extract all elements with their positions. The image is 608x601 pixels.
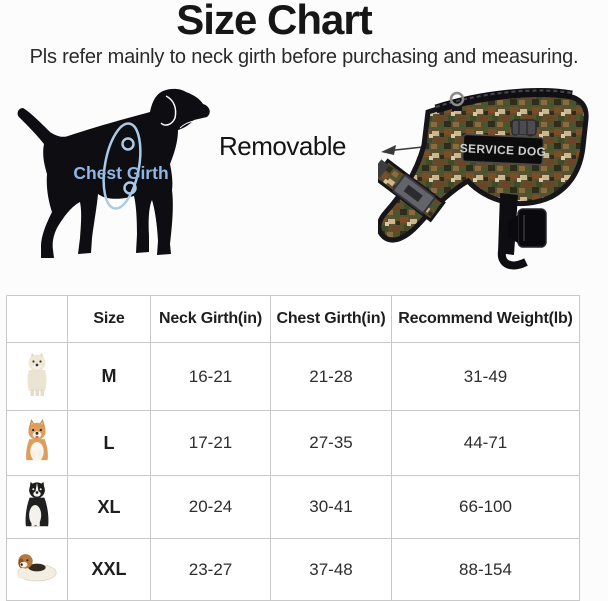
page-subtitle: Pls refer mainly to neck girth before pu…: [29, 46, 579, 68]
table-row: XL 20-24 30-41 66-100: [6, 475, 580, 539]
tape-measure-loop: [102, 122, 142, 210]
dog-photo-cell: [6, 342, 68, 411]
header-size: Size: [67, 295, 151, 343]
harness-body: [378, 91, 589, 243]
chest-girth-label: Chest Girth: [73, 163, 168, 183]
d-ring-icon: [449, 91, 465, 107]
corgi-icon: [26, 418, 48, 461]
table-row: XXL 23-27 37-48 88-154: [6, 538, 580, 601]
neck-girth-cell: 16-21: [150, 342, 271, 411]
recommend-weight-cell: 66-100: [391, 475, 580, 539]
border-collie-icon: [25, 481, 49, 526]
tape-end-bottom: [123, 181, 137, 195]
chest-girth-cell: 21-28: [270, 342, 392, 411]
removable-label: Removable: [219, 131, 347, 161]
size-cell: M: [67, 342, 151, 411]
recommend-weight-cell: 44-71: [391, 410, 580, 476]
service-dog-patch-text: SERVICE DOG: [459, 141, 546, 159]
dog-silhouette: [17, 88, 210, 258]
size-table: Size Neck Girth(in) Chest Girth(in) Reco…: [6, 295, 580, 601]
header-neck-girth: Neck Girth(in): [150, 295, 271, 343]
chest-girth-cell: 37-48: [270, 538, 392, 601]
dog-jaw-detail: [179, 120, 195, 129]
arrow-head-icon: [381, 145, 396, 155]
header-icon: [6, 295, 68, 343]
small-cream-puppy-icon: [27, 353, 47, 396]
table-row: L 17-21 27-35 44-71: [6, 410, 580, 476]
harness-figure: SERVICE DOG: [378, 88, 589, 270]
dog-photo-cell: [6, 410, 68, 476]
beagle-lying-icon: [17, 554, 57, 582]
neck-girth-cell: 23-27: [150, 538, 271, 601]
rolled-strap: [511, 119, 537, 136]
harness-handle: [434, 88, 573, 114]
dog-photo-cell: [6, 538, 68, 601]
table-row: M 16-21 21-28 31-49: [6, 342, 580, 411]
chest-girth-cell: 27-35: [270, 410, 392, 476]
neck-girth-cell: 17-21: [150, 410, 271, 476]
size-cell: XXL: [67, 538, 151, 601]
tape-end-top: [121, 137, 135, 151]
chest-girth-cell: 30-41: [270, 475, 392, 539]
neck-girth-cell: 20-24: [150, 475, 271, 539]
right-strap-loop: [497, 250, 528, 270]
size-cell: L: [67, 410, 151, 476]
left-strap-buckle-slot: [403, 184, 423, 202]
page-title: Size Chart: [176, 0, 372, 43]
dog-ear-detail: [160, 95, 177, 126]
size-cell: XL: [67, 475, 151, 539]
header-chest-girth: Chest Girth(in): [270, 295, 392, 343]
side-release-buckle: [517, 208, 547, 248]
dog-photo-cell: [6, 475, 68, 539]
dog-silhouette-figure: Chest Girth: [17, 88, 210, 258]
table-header-row: Size Neck Girth(in) Chest Girth(in) Reco…: [6, 295, 580, 343]
buckle-prong: [508, 215, 518, 243]
header-recommend-weight: Recommend Weight(lb): [391, 295, 580, 343]
recommend-weight-cell: 31-49: [391, 342, 580, 411]
service-dog-patch: [461, 133, 545, 166]
d-ring-tab: [452, 103, 462, 111]
recommend-weight-cell: 88-154: [391, 538, 580, 601]
left-strap-end: [378, 159, 390, 179]
